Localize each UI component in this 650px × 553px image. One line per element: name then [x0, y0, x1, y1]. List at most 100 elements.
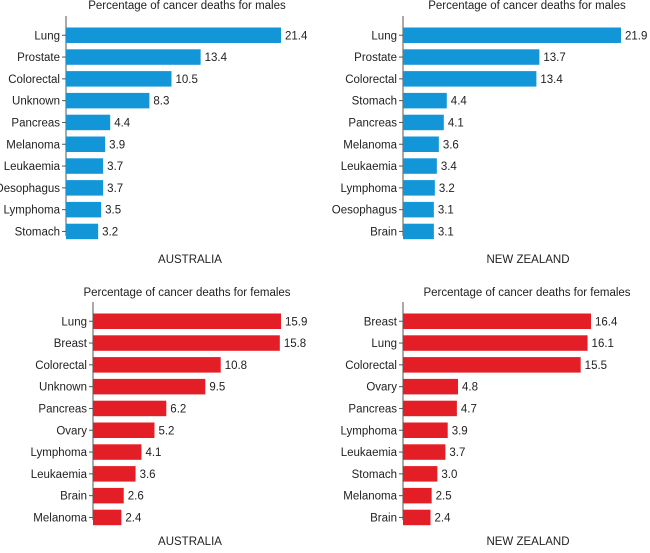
value-label: 3.9: [452, 425, 468, 437]
category-label: Ovary: [56, 425, 87, 437]
chart-title-2: Percentage of cancer deaths for females: [83, 287, 290, 299]
bar-unknown: [66, 92, 150, 109]
chart-title-0: Percentage of cancer deaths for males: [88, 0, 286, 12]
country-label-0: AUSTRALIA: [158, 254, 222, 266]
bar-brain: [403, 223, 434, 240]
category-label: Lung: [371, 338, 397, 350]
value-label: 16.4: [595, 316, 618, 328]
value-label: 9.5: [209, 382, 225, 394]
value-label: 3.6: [443, 139, 459, 151]
category-label: Colorectal: [345, 360, 397, 372]
bar-lymphoma: [66, 201, 102, 218]
bar-stomach: [403, 466, 438, 482]
bar-brain: [403, 509, 431, 526]
bar-leukaemia: [93, 466, 136, 482]
value-label: 3.7: [449, 447, 465, 459]
bar-prostate: [403, 49, 540, 65]
bar-brain: [93, 487, 124, 504]
chart-title-1: Percentage of cancer deaths for males: [428, 0, 626, 12]
value-label: 13.4: [205, 52, 228, 64]
value-label: 3.1: [438, 226, 454, 238]
category-label: Lung: [61, 316, 87, 328]
bar-lymphoma: [93, 444, 142, 460]
value-label: 10.5: [175, 74, 197, 86]
value-label: 3.2: [102, 226, 118, 238]
bar-oesophagus: [403, 201, 434, 218]
bar-melanoma: [403, 136, 439, 152]
category-label: Unknown: [39, 382, 87, 394]
bar-leukaemia: [403, 444, 446, 460]
category-label: Breast: [54, 338, 88, 350]
bar-lymphoma: [403, 422, 448, 438]
category-label: Breast: [364, 316, 398, 328]
bar-breast: [403, 313, 591, 329]
value-label: 3.6: [140, 469, 156, 481]
value-label: 6.2: [170, 403, 186, 415]
bar-stomach: [403, 92, 447, 109]
bar-pancreas: [66, 114, 111, 131]
category-label: Prostate: [17, 52, 60, 64]
value-label: 4.1: [448, 117, 464, 129]
country-label-3: NEW ZEALAND: [486, 536, 569, 548]
category-label: Leukaemia: [31, 469, 88, 481]
value-label: 2.5: [436, 491, 452, 503]
category-label: Pancreas: [38, 403, 87, 415]
bar-ovary: [403, 378, 459, 395]
category-label: Lymphoma: [341, 425, 398, 437]
category-label: Stomach: [352, 469, 397, 481]
category-label: Colorectal: [8, 74, 60, 86]
value-label: 3.7: [107, 161, 123, 173]
category-label: Unknown: [12, 96, 60, 108]
value-label: 21.4: [285, 30, 308, 42]
category-label: Colorectal: [35, 360, 87, 372]
bar-colorectal: [66, 71, 172, 87]
value-label: 3.1: [438, 205, 454, 217]
bar-pancreas: [403, 114, 444, 131]
value-label: 4.7: [461, 403, 477, 415]
category-label: Melanoma: [33, 512, 87, 524]
bar-leukaemia: [403, 158, 437, 174]
value-label: 10.8: [225, 360, 247, 372]
category-label: Oesophagus: [0, 183, 60, 195]
chart-title-3: Percentage of cancer deaths for females: [423, 287, 630, 299]
bar-pancreas: [93, 400, 167, 417]
bar-stomach: [66, 223, 99, 240]
value-label: 3.4: [441, 161, 458, 173]
bar-oesophagus: [66, 180, 104, 196]
category-label: Brain: [370, 226, 397, 238]
value-label: 3.0: [441, 469, 457, 481]
category-label: Brain: [370, 512, 397, 524]
category-label: Leukaemia: [4, 161, 61, 173]
bar-colorectal: [403, 71, 537, 87]
value-label: 21.9: [625, 30, 647, 42]
category-label: Melanoma: [343, 491, 397, 503]
category-label: Lymphoma: [4, 205, 61, 217]
category-label: Oesophagus: [332, 205, 397, 217]
value-label: 15.8: [284, 338, 306, 350]
bar-lung: [403, 27, 621, 43]
category-label: Pancreas: [11, 117, 60, 129]
bar-lung: [93, 313, 281, 329]
value-label: 3.2: [439, 183, 455, 195]
value-label: 4.8: [462, 382, 478, 394]
category-label: Lymphoma: [341, 183, 398, 195]
category-label: Lung: [371, 30, 397, 42]
value-label: 8.3: [153, 96, 169, 108]
value-label: 15.5: [585, 360, 607, 372]
bar-prostate: [66, 49, 201, 65]
value-label: 3.9: [109, 139, 125, 151]
category-label: Colorectal: [345, 74, 397, 86]
bar-pancreas: [403, 400, 457, 417]
bar-colorectal: [93, 357, 221, 373]
bar-ovary: [93, 422, 155, 438]
value-label: 13.4: [540, 74, 563, 86]
value-label: 3.5: [105, 205, 121, 217]
bar-melanoma: [66, 136, 106, 152]
category-label: Prostate: [354, 52, 397, 64]
value-label: 4.1: [145, 447, 161, 459]
category-label: Lung: [34, 30, 60, 42]
value-label: 3.7: [107, 183, 123, 195]
category-label: Melanoma: [343, 139, 397, 151]
category-label: Pancreas: [348, 403, 397, 415]
